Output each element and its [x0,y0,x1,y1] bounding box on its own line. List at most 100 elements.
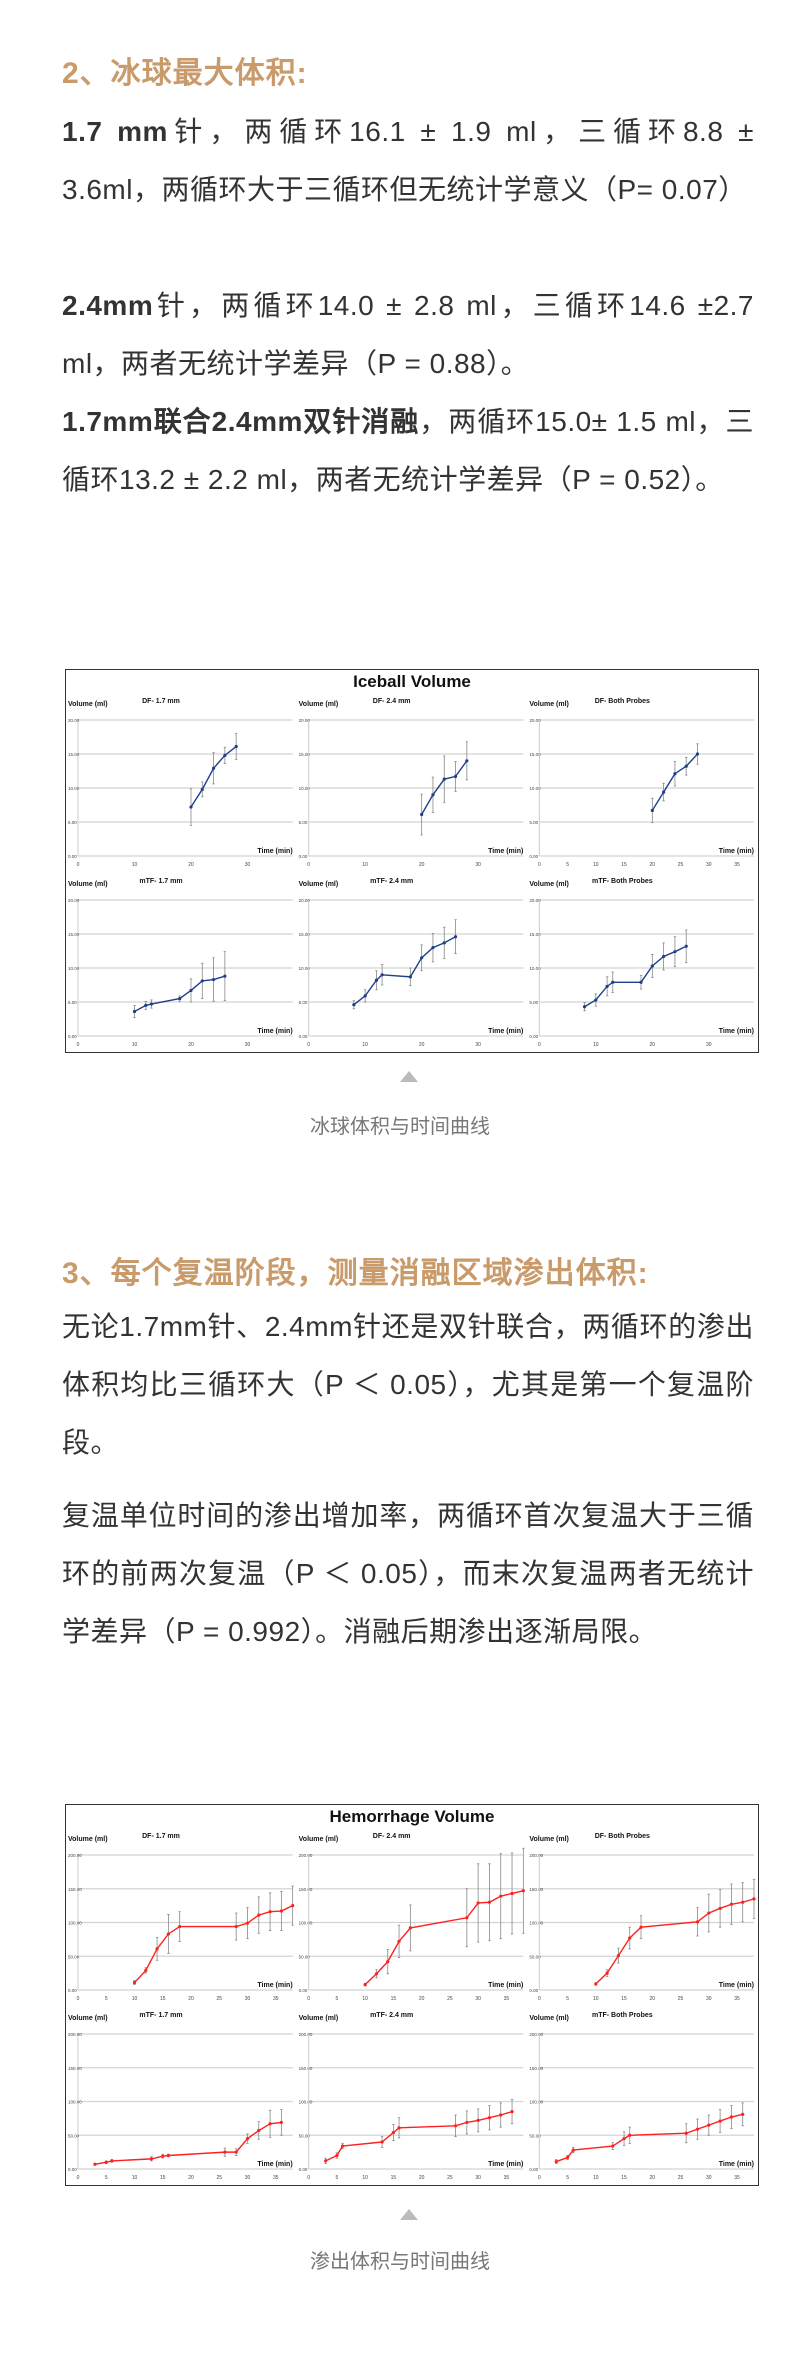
panel-title: mTF- Both Probes [592,2012,653,2019]
data-point [465,759,469,763]
data-point [374,1972,379,1976]
y-tick-label: 0.00 [529,854,538,859]
y-tick-label: 0.00 [68,2167,77,2172]
data-point [257,2128,261,2133]
series-line [134,975,226,1013]
data-point [132,1009,137,1014]
x-tick-label: 35 [734,862,740,868]
data-point [363,1983,367,1987]
y-tick-label: 5.00 [299,820,308,825]
data-point [628,1936,632,1940]
x-tick-label: 5 [105,1996,108,2002]
y-axis-label: Volume (ml) [529,1836,569,1843]
caption-triangle-icon [400,1071,418,1082]
chart-panel: Volume (ml) mTF- 2.4 mm0.0050.00100.00150… [299,2012,524,2181]
x-tick-label: 30 [475,1996,481,2002]
data-point [211,766,216,770]
y-axis-label: Volume (ml) [68,1836,108,1843]
data-point [465,1916,469,1920]
y-tick-label: 20.00 [68,718,80,723]
data-point [386,1960,390,1964]
y-tick-label: 50.00 [68,2133,80,2138]
hemorrhage-volume-chart: Hemorrhage Volume Volume (ml) DF- 1.7 mm 0.… [65,1804,759,2186]
x-tick-label: 0 [538,862,541,868]
series-line [94,2121,282,2165]
data-point [420,812,424,817]
data-point [707,2123,711,2127]
caption-triangle-icon [400,2209,418,2220]
data-point [223,753,227,757]
data-point [391,2130,396,2135]
text: 复温单位时间的渗出增加率，两循环首次复温大于三循环的前两次复温（P ＜ 0.05… [62,1500,754,1647]
data-point [594,998,598,1002]
figure-caption: 渗出体积与时间曲线 [310,2251,490,2273]
data-point [741,2112,745,2116]
y-tick-label: 200.00 [529,2032,543,2037]
data-point [650,964,654,968]
y-tick-label: 10.00 [68,966,80,971]
y-axis-label: Volume (ml) [529,2015,569,2022]
x-tick-label: 0 [538,1042,541,1048]
panel-title: mTF- 1.7 mm [139,878,182,885]
x-tick-label: 35 [273,2175,279,2181]
data-point [268,1910,272,1914]
data-point [510,1891,514,1896]
x-tick-label: 10 [362,862,368,868]
panel-title: mTF- 1.7 mm [139,2012,182,2019]
x-tick-label: 0 [77,862,80,868]
x-axis-label: Time (min) [257,848,292,855]
y-tick-label: 150.00 [299,1887,313,1892]
data-point [628,2133,632,2137]
text: 无论1.7mm针、2.4mm针还是双针联合，两循环的渗出体积均比三循环大（P ＜… [62,1311,754,1458]
y-tick-label: 0.00 [299,1988,308,1993]
y-tick-label: 50.00 [299,1954,311,1959]
y-tick-label: 20.00 [299,718,311,723]
y-tick-label: 15.00 [299,932,311,937]
data-point [245,1921,250,1925]
data-point [380,2140,384,2144]
x-tick-label: 35 [734,1996,740,2002]
data-point [380,973,384,977]
x-tick-label: 10 [362,1042,368,1048]
x-tick-label: 25 [447,2175,453,2181]
x-tick-label: 0 [307,1996,310,2002]
y-tick-label: 5.00 [68,820,77,825]
data-point [335,2153,339,2158]
data-point [200,787,204,791]
data-point [291,1904,295,1908]
x-axis-label: Time (min) [488,1028,523,1035]
x-tick-label: 30 [706,2175,712,2181]
x-tick-label: 15 [621,862,627,868]
x-tick-label: 20 [650,862,656,868]
data-point [487,1900,492,1904]
panel-title: DF- Both Probes [595,1833,650,1840]
x-axis-label: Time (min) [719,848,754,855]
x-tick-label: 35 [504,2175,510,2181]
y-tick-label: 150.00 [529,1887,543,1892]
x-axis-label: Time (min) [719,1028,754,1035]
x-tick-label: 25 [216,1996,222,2002]
data-point [453,935,458,939]
y-tick-label: 15.00 [529,752,541,757]
chart-panel: Volume (ml) DF- 1.7 mm 0.00 5.00 10.00 15.00 2… [68,698,293,868]
y-tick-label: 100.00 [299,1921,313,1926]
section-3-paragraph: 复温单位时间的渗出增加率，两循环首次复温大于三循环的前两次复温（P ＜ 0.05… [62,1487,754,1661]
data-point [453,2124,458,2128]
data-point [431,946,435,950]
chart-panel: Volume (ml) DF- Both Probes 0.00 50.00 100.0… [529,1833,756,2002]
x-axis-label: Time (min) [719,2161,754,2168]
x-tick-label: 0 [307,862,310,868]
chart-panel: Volume (ml) mTF- Both Probes 0.00 50.00 100.… [529,2012,754,2181]
chart-panel: Volume (ml) mTF- Both Probes 0.00 5.00 10.00… [529,878,754,1048]
x-axis-label: Time (min) [257,1982,292,1989]
x-tick-label: 15 [621,1996,627,2002]
data-point [93,2162,97,2166]
data-point [752,1897,756,1901]
chart-panel: Volume (ml) DF- Both Probes 0.00 5.00 10.00 1… [529,698,754,868]
bold-text: 1.7mm联合2.4mm双针消融 [62,406,420,437]
y-tick-label: 10.00 [299,966,311,971]
data-point [611,980,615,984]
data-point [718,1906,722,1910]
y-tick-label: 5.00 [529,1000,538,1005]
y-axis-label: Volume (ml) [68,701,108,708]
